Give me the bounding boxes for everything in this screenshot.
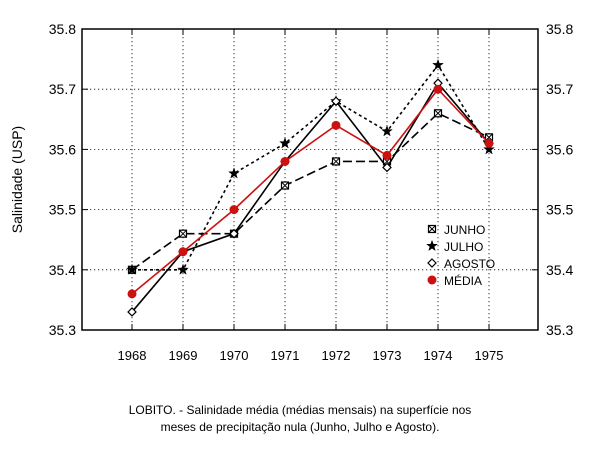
legend-label-media: MÉDIA [444, 273, 482, 288]
legend-label-agosto: AGOSTO [444, 257, 495, 271]
y-tick-label-right: 35.4 [546, 262, 573, 278]
figure-caption: LOBITO. - Salinidade média (médias mensa… [0, 402, 600, 436]
data-point-julho [177, 263, 189, 275]
data-point-media [331, 120, 341, 130]
y-tick-label-left: 35.5 [49, 202, 76, 218]
y-tick-label-left: 35.6 [49, 141, 76, 157]
legend-label-junho: JUNHO [444, 223, 485, 237]
x-tick-label: 1968 [118, 348, 147, 363]
y-tick-label-left: 35.8 [49, 21, 76, 37]
legend-label-julho: JULHO [444, 240, 483, 254]
y-tick-label-left: 35.4 [49, 262, 76, 278]
y-tick-label-right: 35.5 [546, 202, 573, 218]
series-junho [127, 109, 494, 274]
x-tick-label: 1971 [271, 348, 300, 363]
data-point-julho [483, 143, 495, 155]
x-tick-label: 1974 [424, 348, 453, 363]
legend-item-agosto: AGOSTO [427, 257, 495, 271]
data-point-agosto [382, 162, 392, 173]
legend-marker-agosto [427, 258, 437, 268]
x-tick-label: 1972 [322, 348, 351, 363]
data-point-agosto [331, 96, 341, 107]
y-axis-label: Salinidade (USP) [9, 126, 25, 233]
data-point-julho [432, 58, 444, 71]
data-point-media [178, 247, 188, 257]
data-point-media [127, 289, 137, 299]
legend-marker-junho [427, 224, 437, 234]
legend: JUNHO JULHO AGOSTO MÉDIA [426, 223, 495, 288]
data-point-agosto [127, 307, 137, 317]
legend-item-media: MÉDIA [427, 273, 482, 288]
data-point-julho [381, 125, 393, 137]
legend-item-junho: JUNHO [427, 223, 485, 237]
caption-line-1: LOBITO. - Salinidade média (médias mensa… [128, 403, 472, 417]
x-tick-label: 1970 [220, 348, 249, 363]
y-tick-label-right: 35.7 [546, 81, 573, 97]
data-point-julho [126, 263, 138, 275]
x-tick-label: 1973 [373, 348, 402, 363]
series-layer [126, 58, 495, 317]
y-tick-label-right: 35.8 [546, 21, 573, 37]
series-line-julho [132, 63, 490, 271]
data-point-junho [331, 157, 341, 166]
x-tick-label: 1975 [475, 348, 504, 363]
series-line-junho [131, 112, 490, 271]
salinity-chart: 35.3 35.3 35.4 35.4 35.5 35.5 35.6 35.6 35.7 35.7… [9, 21, 574, 363]
series-line-agosto [131, 81, 490, 313]
plot-frame [81, 28, 539, 331]
caption-line-2: meses de precipitação nula (Junho, Julho… [160, 420, 440, 434]
data-point-agosto [229, 228, 239, 239]
data-point-media [433, 84, 443, 94]
series-line-media [131, 87, 490, 295]
axes: 35.3 35.3 35.4 35.4 35.5 35.5 35.6 35.6 35.7 35.7… [49, 21, 574, 363]
data-point-media [280, 156, 290, 166]
data-point-media [382, 150, 392, 160]
data-point-media [229, 205, 239, 215]
data-point-media [484, 138, 494, 148]
y-tick-label-right: 35.3 [546, 322, 573, 338]
legend-item-julho: JULHO [426, 239, 483, 254]
data-point-junho [433, 109, 443, 118]
data-point-junho [178, 229, 188, 238]
y-tick-label-left: 35.7 [49, 81, 76, 97]
series-media [127, 84, 494, 299]
legend-marker-julho [426, 239, 438, 252]
y-tick-label-right: 35.6 [546, 141, 573, 157]
grid [82, 29, 538, 330]
data-point-julho [228, 167, 240, 179]
data-point-junho [280, 181, 290, 190]
y-tick-label-left: 35.3 [49, 322, 76, 338]
x-tick-label: 1969 [169, 348, 198, 363]
data-point-julho [279, 137, 291, 149]
legend-marker-media [427, 275, 437, 285]
